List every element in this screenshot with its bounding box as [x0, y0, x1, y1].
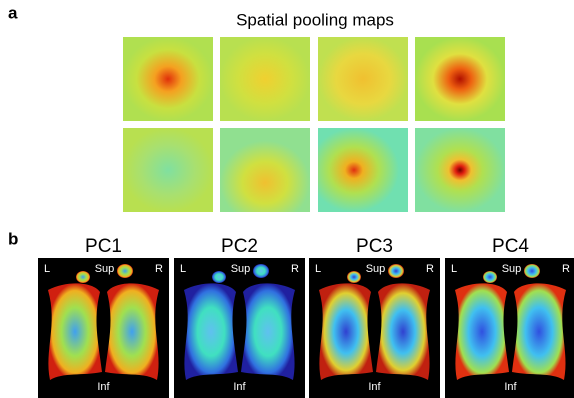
figure: a Spatial pooling maps b PC1 L Sup R Inf PC2 L… — [0, 0, 574, 398]
flatmap-right — [241, 283, 295, 380]
pooling-map — [220, 37, 310, 121]
sup-blob — [76, 271, 90, 283]
label-inf: Inf — [97, 381, 110, 393]
pooling-map — [415, 37, 505, 121]
label-sup: Sup — [231, 263, 251, 275]
pooling-map — [318, 128, 408, 212]
flatmap-right — [376, 283, 430, 380]
pooling-map — [123, 37, 213, 121]
label-left: L — [44, 263, 50, 275]
label-right: R — [562, 263, 570, 275]
pooling-map — [318, 37, 408, 121]
sup-blob — [253, 264, 269, 278]
sup-blob — [524, 264, 540, 278]
label-inf: Inf — [504, 381, 517, 393]
sup-blob — [388, 264, 404, 278]
sup-blob — [347, 271, 361, 283]
label-left: L — [315, 263, 321, 275]
flatmap-right — [512, 283, 566, 380]
sup-blob — [212, 271, 226, 283]
flatmap-right — [105, 283, 159, 380]
flatmap-left — [48, 283, 102, 380]
panel-label: b — [8, 229, 18, 248]
flatmap-left — [184, 283, 238, 380]
label-right: R — [426, 263, 434, 275]
sup-blob — [483, 271, 497, 283]
label-left: L — [180, 263, 186, 275]
map-title: PC3 — [356, 236, 393, 257]
label-right: R — [155, 263, 163, 275]
panel-title: Spatial pooling maps — [236, 10, 394, 29]
sup-blob — [117, 264, 133, 278]
label-right: R — [291, 263, 299, 275]
flatmap-left — [319, 283, 373, 380]
pooling-map — [123, 128, 213, 212]
pooling-map — [220, 128, 310, 212]
flatmap-left — [455, 283, 509, 380]
label-left: L — [451, 263, 457, 275]
label-inf: Inf — [368, 381, 381, 393]
label-inf: Inf — [233, 381, 246, 393]
label-sup: Sup — [502, 263, 522, 275]
map-title: PC4 — [492, 236, 529, 257]
panel-label: a — [8, 3, 18, 22]
pooling-map — [415, 128, 505, 212]
label-sup: Sup — [366, 263, 386, 275]
label-sup: Sup — [95, 263, 115, 275]
map-title: PC1 — [85, 236, 122, 257]
map-title: PC2 — [221, 236, 258, 257]
